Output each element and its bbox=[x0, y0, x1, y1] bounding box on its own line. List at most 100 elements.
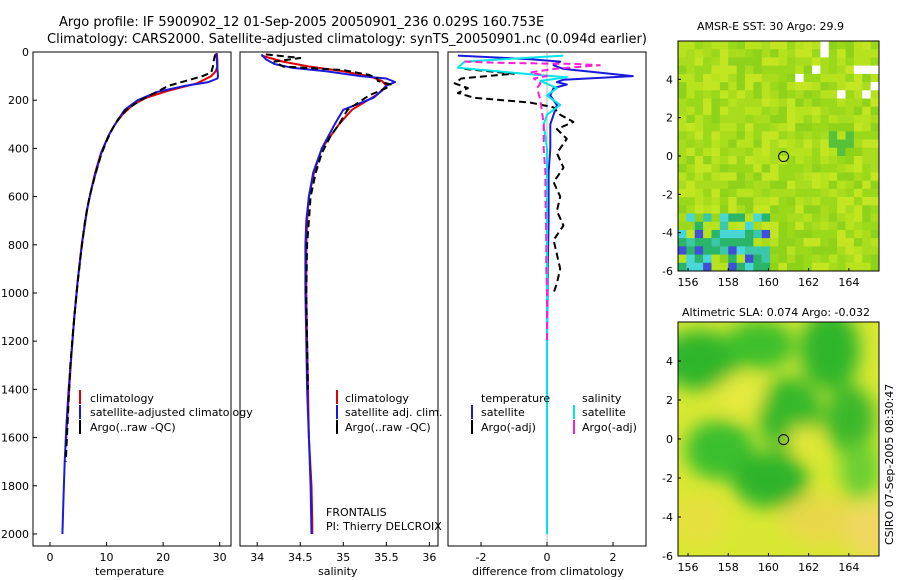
sst-cell bbox=[845, 172, 855, 181]
sst-cell bbox=[770, 147, 779, 157]
sst-cell bbox=[703, 180, 712, 190]
sst-cell bbox=[694, 139, 704, 149]
sst-cell bbox=[761, 156, 771, 165]
sst-cell bbox=[820, 98, 830, 108]
sst-cell bbox=[770, 106, 779, 116]
sst-cell bbox=[719, 229, 729, 239]
sst-cell bbox=[711, 49, 721, 58]
header-line-2: Climatology: CARS2000. Satellite-adjuste… bbox=[47, 32, 647, 47]
sst-cell bbox=[812, 164, 821, 173]
y-tick-label: 1400 bbox=[1, 383, 29, 396]
sla-field-blob bbox=[845, 500, 879, 556]
sst-cell bbox=[862, 221, 871, 231]
sst-cell bbox=[770, 156, 779, 165]
sst-cell bbox=[761, 197, 771, 206]
sst-cell bbox=[753, 147, 763, 157]
sst-cell bbox=[761, 106, 771, 116]
sst-cell bbox=[703, 205, 712, 214]
sst-cell bbox=[828, 57, 838, 66]
sst-cell bbox=[686, 156, 696, 165]
sst-cell bbox=[719, 131, 729, 140]
sst-cell bbox=[870, 156, 879, 165]
sst-cell bbox=[694, 246, 704, 255]
series-line bbox=[265, 53, 392, 390]
sst-cell bbox=[745, 73, 754, 83]
legend-title-temperature: temperature bbox=[481, 392, 550, 405]
header-line-1: Argo profile: IF 5900902_12 01-Sep-2005 … bbox=[59, 15, 544, 30]
sst-cell bbox=[795, 221, 804, 231]
sst-cell bbox=[812, 114, 821, 124]
y-tick-label: -6 bbox=[662, 265, 673, 278]
sst-cell bbox=[803, 188, 813, 198]
sst-cell bbox=[703, 41, 712, 50]
sst-cell bbox=[728, 180, 737, 190]
sst-cell bbox=[728, 131, 737, 140]
sst-cell bbox=[678, 65, 687, 75]
sst-cell bbox=[837, 262, 846, 271]
sst-cell bbox=[778, 238, 788, 247]
sst-cell bbox=[694, 188, 704, 198]
sst-cell bbox=[853, 254, 863, 264]
pi-label: PI: Thierry DELCROIX bbox=[326, 520, 442, 533]
sst-cell bbox=[845, 131, 855, 140]
sst-cell bbox=[719, 49, 729, 58]
sst-cell bbox=[837, 180, 846, 190]
x-tick-label: 160 bbox=[758, 561, 779, 574]
sst-cell bbox=[694, 82, 704, 91]
sst-cell bbox=[694, 114, 704, 124]
series-line bbox=[64, 54, 217, 462]
sst-cell bbox=[812, 73, 821, 83]
sst-cell bbox=[686, 131, 696, 140]
sst-cell bbox=[870, 238, 879, 247]
sst-cell bbox=[711, 114, 721, 124]
sst-cell bbox=[686, 98, 696, 108]
sst-cell bbox=[845, 82, 855, 91]
sst-cell bbox=[803, 213, 813, 223]
sst-cell bbox=[853, 82, 863, 91]
sst-cell bbox=[711, 123, 721, 132]
sst-cell bbox=[703, 90, 712, 99]
y-tick-label: 600 bbox=[8, 191, 29, 204]
sst-cell bbox=[736, 229, 746, 239]
sst-cell bbox=[753, 82, 763, 91]
sst-cell bbox=[753, 197, 763, 206]
sst-cell bbox=[870, 98, 879, 108]
sst-cell bbox=[862, 180, 871, 190]
sst-cell bbox=[770, 254, 779, 264]
sst-cell bbox=[728, 73, 737, 83]
sst-cell bbox=[761, 131, 771, 140]
sst-cell bbox=[828, 164, 838, 173]
sst-cell bbox=[870, 213, 879, 223]
sst-cell bbox=[711, 41, 721, 50]
sst-cell bbox=[828, 205, 838, 214]
sst-cell bbox=[703, 172, 712, 181]
sst-cell bbox=[761, 172, 771, 181]
sst-cell bbox=[786, 205, 796, 214]
sst-cell bbox=[820, 73, 830, 83]
difference-xlabel: difference from climatology bbox=[472, 565, 624, 578]
sst-cell bbox=[837, 90, 846, 99]
y-tick-label: -2 bbox=[662, 188, 673, 201]
sst-cell bbox=[845, 139, 855, 149]
sst-cell bbox=[736, 82, 746, 91]
sst-cell bbox=[795, 57, 804, 66]
sst-cell bbox=[795, 246, 804, 255]
sst-cell bbox=[736, 246, 746, 255]
sst-cell bbox=[862, 114, 871, 124]
sst-cell bbox=[845, 114, 855, 124]
sst-cell bbox=[736, 49, 746, 58]
side-timestamp-label: CSIRO 07-Sep-2005 08:30:47 bbox=[883, 384, 896, 545]
sst-cell bbox=[745, 131, 754, 140]
sst-cell bbox=[820, 123, 830, 132]
sst-cell bbox=[820, 229, 830, 239]
sst-cell bbox=[761, 180, 771, 190]
sst-cell bbox=[803, 57, 813, 66]
sla-field-blob bbox=[840, 440, 879, 500]
sst-cell bbox=[711, 73, 721, 83]
sst-cell bbox=[686, 82, 696, 91]
salinity-xlabel: salinity bbox=[318, 565, 358, 578]
sst-cell bbox=[828, 238, 838, 247]
sst-cell bbox=[820, 262, 830, 271]
sst-cell bbox=[753, 106, 763, 116]
sst-cell bbox=[853, 205, 863, 214]
